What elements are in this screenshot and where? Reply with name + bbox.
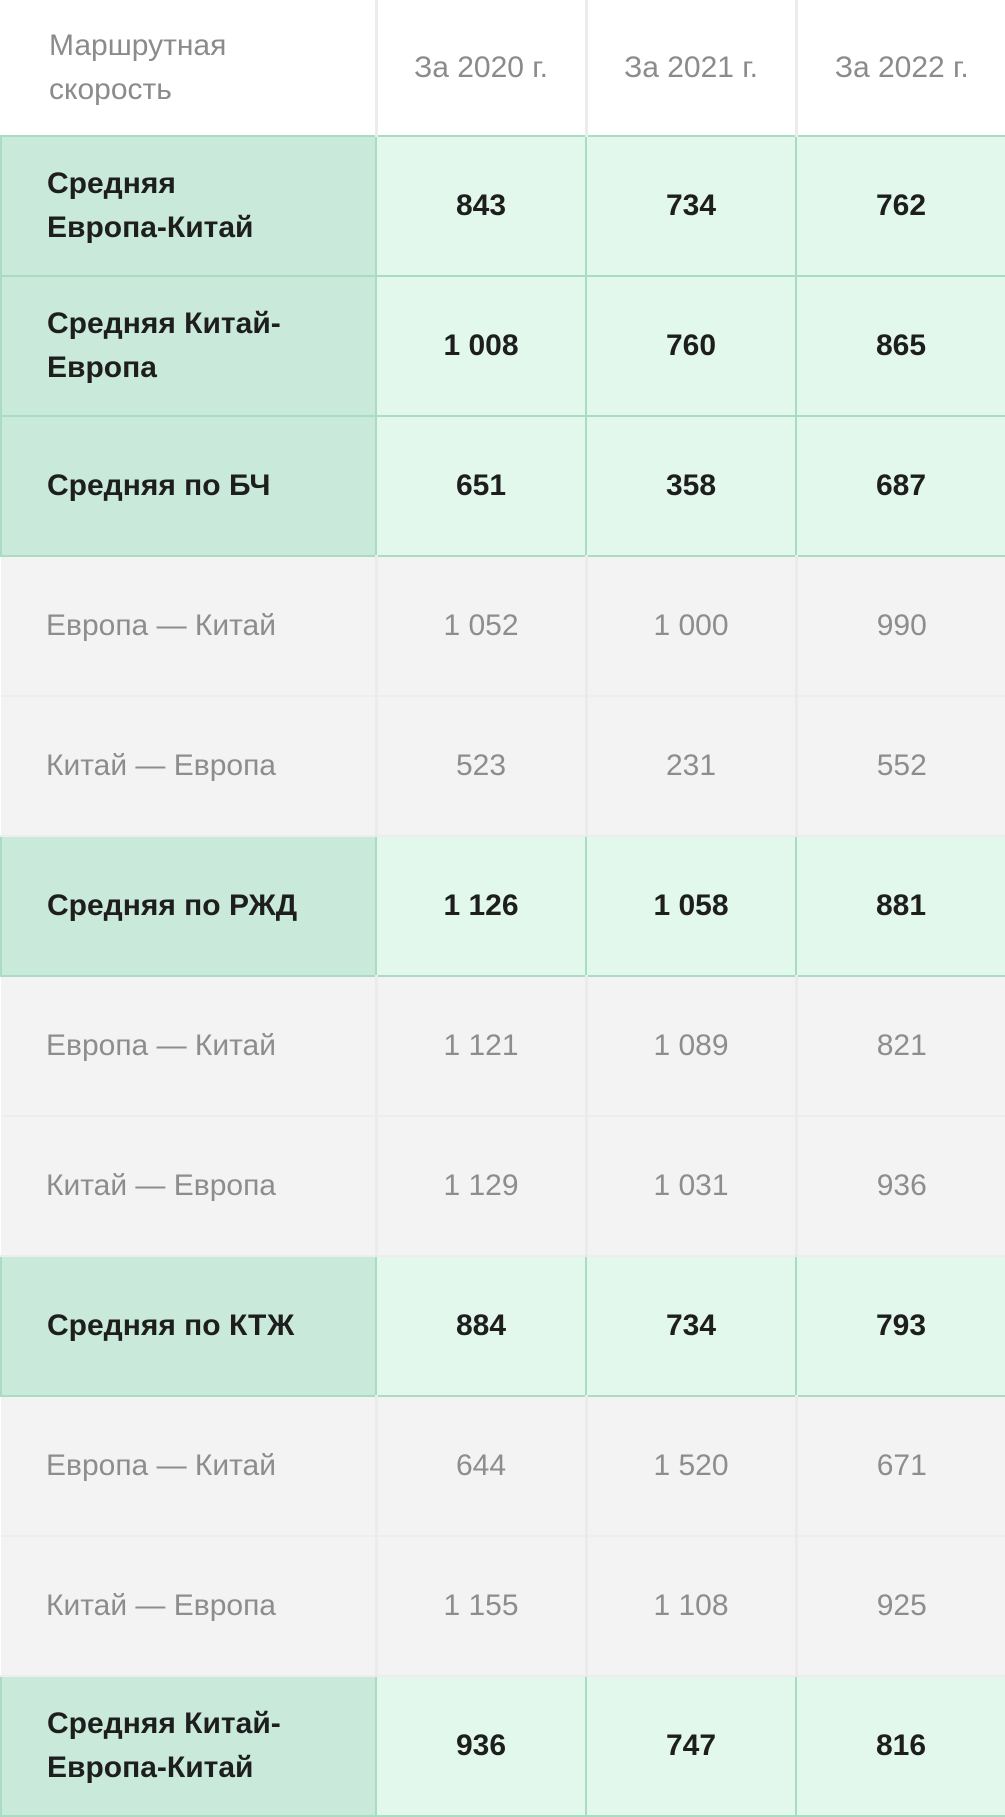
- table-row: Китай — Европа 1 155 1 108 925: [1, 1535, 1005, 1677]
- value-cell: 1 121: [374, 975, 588, 1117]
- row-label: Китай — Европа: [46, 1589, 276, 1622]
- summary-row: Средняя Китай- Европа 1 008 760 865: [0, 275, 1005, 417]
- row-label-cell: Средняя по КТЖ: [0, 1255, 377, 1397]
- summary-row: Средняя по КТЖ 884 734 793: [0, 1255, 1005, 1397]
- value-cell: 734: [585, 1255, 797, 1397]
- row-label: Средняя: [47, 167, 176, 200]
- column-header-2021: За 2021 г.: [584, 0, 798, 136]
- value-cell: 1 520: [584, 1395, 798, 1537]
- value-cell: 671: [794, 1395, 1005, 1537]
- value-cell: 1 108: [584, 1535, 798, 1677]
- row-label: Средняя по КТЖ: [47, 1309, 295, 1342]
- row-label-cell: Европа — Китай: [1, 975, 378, 1117]
- value-cell: 687: [795, 415, 1005, 557]
- summary-row: Средняя Китай- Европа-Китай 936 747 816: [0, 1675, 1005, 1817]
- value-cell: 821: [794, 975, 1005, 1117]
- row-label-cell: Китай — Европа: [1, 1115, 378, 1257]
- value-cell: 760: [585, 275, 797, 417]
- header-row: Маршрутная скорость За 2020 г. За 2021 г…: [1, 0, 1005, 136]
- column-header-route-speed: Маршрутная скорость: [1, 0, 378, 136]
- value-cell: 762: [795, 135, 1005, 277]
- value-cell: 1 052: [374, 555, 588, 697]
- row-label-cell: Европа — Китай: [1, 555, 378, 697]
- value-cell: 644: [374, 1395, 588, 1537]
- value-cell: 358: [585, 415, 797, 557]
- value-cell: 651: [375, 415, 587, 557]
- value-cell: 231: [584, 695, 798, 837]
- header-label-line: Маршрутная: [49, 28, 227, 62]
- row-label: Европа: [47, 351, 157, 384]
- row-label: Европа-Китай: [47, 1751, 254, 1784]
- table-row: Европа — Китай 1 121 1 089 821: [1, 975, 1005, 1117]
- table-row: Китай — Европа 523 231 552: [1, 695, 1005, 837]
- table-row: Европа — Китай 1 052 1 000 990: [1, 555, 1005, 697]
- row-label: Средняя по БЧ: [47, 469, 271, 502]
- row-label-cell: Средняя Европа-Китай: [0, 135, 377, 277]
- value-cell: 936: [375, 1675, 587, 1817]
- value-cell: 747: [585, 1675, 797, 1817]
- table-body: Средняя Европа-Китай 843 734 762 Средняя Кита…: [0, 135, 1005, 1817]
- value-cell: 734: [585, 135, 797, 277]
- value-cell: 1 155: [374, 1535, 588, 1677]
- value-cell: 1 089: [584, 975, 798, 1117]
- row-label-cell: Средняя Китай- Европа-Китай: [0, 1675, 377, 1817]
- value-cell: 793: [795, 1255, 1005, 1397]
- column-header-2020: За 2020 г.: [374, 0, 588, 136]
- row-label: Европа — Китай: [46, 1449, 276, 1482]
- row-label-cell: Китай — Европа: [1, 1535, 378, 1677]
- row-label: Китай — Европа: [46, 749, 276, 782]
- summary-row: Средняя по РЖД 1 126 1 058 881: [0, 835, 1005, 977]
- table-row: Европа — Китай 644 1 520 671: [1, 1395, 1005, 1537]
- row-label: Средняя Китай-: [47, 307, 281, 340]
- value-cell: 523: [374, 695, 588, 837]
- row-label: Европа — Китай: [46, 1029, 276, 1062]
- column-header-2022: За 2022 г.: [794, 0, 1005, 136]
- row-label: Европа — Китай: [46, 609, 276, 642]
- value-cell: 1 058: [585, 835, 797, 977]
- value-cell: 552: [794, 695, 1005, 837]
- value-cell: 990: [794, 555, 1005, 697]
- table-header: Маршрутная скорость За 2020 г. За 2021 г…: [1, 0, 1005, 136]
- value-cell: 881: [795, 835, 1005, 977]
- value-cell: 865: [795, 275, 1005, 417]
- row-label: Средняя Китай-: [47, 1707, 281, 1740]
- table-row: Китай — Европа 1 129 1 031 936: [1, 1115, 1005, 1257]
- summary-row: Средняя Европа-Китай 843 734 762: [0, 135, 1005, 277]
- row-label-cell: Китай — Европа: [1, 695, 378, 837]
- value-cell: 843: [375, 135, 587, 277]
- row-label-cell: Средняя Китай- Европа: [0, 275, 377, 417]
- row-label-cell: Европа — Китай: [1, 1395, 378, 1537]
- value-cell: 925: [794, 1535, 1005, 1677]
- value-cell: 1 000: [584, 555, 798, 697]
- value-cell: 1 008: [375, 275, 587, 417]
- header-label-line: скорость: [49, 72, 172, 106]
- value-cell: 816: [795, 1675, 1005, 1817]
- value-cell: 884: [375, 1255, 587, 1397]
- value-cell: 1 129: [374, 1115, 588, 1257]
- value-cell: 1 126: [375, 835, 587, 977]
- row-label-cell: Средняя по БЧ: [0, 415, 377, 557]
- value-cell: 936: [794, 1115, 1005, 1257]
- value-cell: 1 031: [584, 1115, 798, 1257]
- row-label: Китай — Европа: [46, 1169, 276, 1202]
- row-label: Средняя по РЖД: [47, 889, 298, 922]
- row-label-cell: Средняя по РЖД: [0, 835, 377, 977]
- summary-row: Средняя по БЧ 651 358 687: [0, 415, 1005, 557]
- row-label: Европа-Китай: [47, 211, 254, 244]
